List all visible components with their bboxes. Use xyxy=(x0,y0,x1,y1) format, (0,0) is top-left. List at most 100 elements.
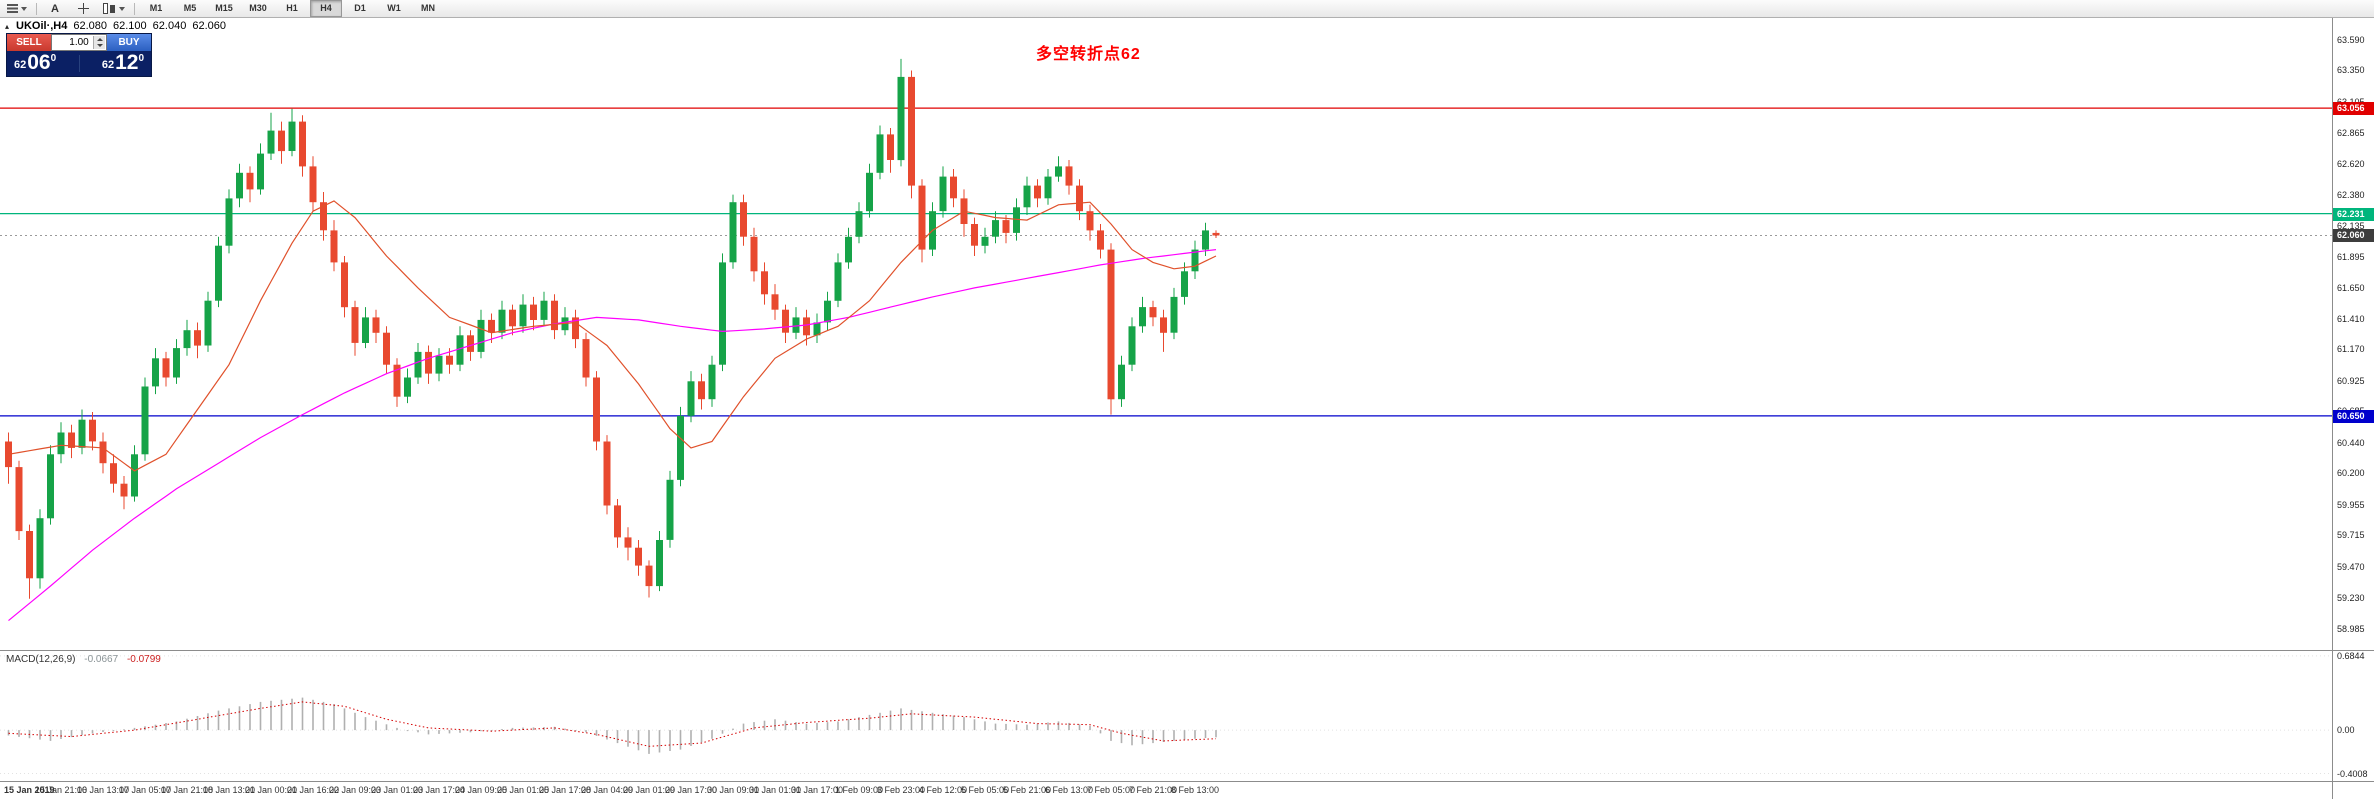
buy-button[interactable]: BUY xyxy=(107,34,151,51)
volume-value: 1.00 xyxy=(69,37,89,48)
timeframe-button-m30[interactable]: M30 xyxy=(249,3,267,13)
time-axis-label: 31 Jan 01:00 xyxy=(748,785,802,795)
macd-histogram xyxy=(7,697,1217,754)
crosshair-icon xyxy=(77,3,89,14)
price-axis-label: 61.895 xyxy=(2337,251,2365,262)
timeframe-button-mn[interactable]: MN xyxy=(421,3,435,13)
time-axis-label: 31 Jan 17:00 xyxy=(790,785,844,795)
price-axis-label: 62.620 xyxy=(2337,158,2365,169)
menu-button[interactable] xyxy=(3,0,31,18)
toolbar-separator xyxy=(36,2,37,15)
spinner-up-icon[interactable] xyxy=(96,37,103,41)
price-axis-label: 59.470 xyxy=(2337,561,2365,572)
macd-panel[interactable]: MACD(12,26,9) -0.0667 -0.0799 xyxy=(0,651,2332,781)
price-axis: 63.590 63.350 63.105 62.865 62.620 62.380 62.1… xyxy=(2332,18,2374,650)
volume-input[interactable]: 1.00 xyxy=(51,34,107,51)
macd-axis-label: 0.6844 xyxy=(2337,650,2365,661)
timeframe-button-h4[interactable]: H4 xyxy=(310,0,342,17)
macd-chart xyxy=(0,655,2332,774)
time-axis-label: 21 Jan 16:00 xyxy=(286,785,340,795)
timeframe-button-h1[interactable]: H1 xyxy=(286,3,298,13)
sell-button[interactable]: SELL xyxy=(7,34,51,51)
volume-spinner[interactable] xyxy=(93,36,105,49)
horizontal-lines xyxy=(0,107,2332,417)
macd-axis-label: -0.4008 xyxy=(2337,768,2368,779)
time-axis-label: 29 Jan 17:00 xyxy=(664,785,718,795)
letter-a-icon: A xyxy=(51,2,59,15)
macd-axis: 0.6844 0.00 -0.4008 xyxy=(2332,651,2374,781)
toolbar-separator xyxy=(134,2,135,15)
time-axis-label: 5 Feb 21:00 xyxy=(1002,785,1052,795)
hamburger-icon xyxy=(7,4,18,13)
time-axis-label: 23 Jan 17:00 xyxy=(412,785,466,795)
main-toolbar: A M1 M5 M15 M30 H1 H4 D1 W1 MN xyxy=(0,0,2374,18)
time-axis-label: 25 Jan 17:00 xyxy=(538,785,592,795)
spinner-down-icon[interactable] xyxy=(96,44,103,48)
time-axis-label: 15 Jan 21:00 xyxy=(34,785,88,795)
caret-down-icon xyxy=(21,6,27,11)
ask-price: 62 12 0 xyxy=(101,51,144,74)
slow-ma-line xyxy=(8,249,1217,622)
collapse-arrow-icon[interactable]: ▴ xyxy=(5,21,10,31)
macd-signal-line xyxy=(8,701,1217,747)
price-axis-label: 62.135 xyxy=(2337,220,2365,231)
timeframe-button-d1[interactable]: D1 xyxy=(354,3,366,13)
candles xyxy=(5,58,1220,599)
price-axis-label: 60.200 xyxy=(2337,468,2365,479)
time-axis-label: 25 Jan 01:00 xyxy=(496,785,550,795)
price-tag-resistance: 63.056 xyxy=(2333,102,2374,116)
low-value: 62.040 xyxy=(152,20,187,32)
price-tag-support: 60.650 xyxy=(2333,409,2374,423)
price-axis-label: 60.925 xyxy=(2337,375,2365,386)
open-value: 62.080 xyxy=(73,20,108,32)
price-axis-label: 59.715 xyxy=(2337,530,2365,541)
time-axis-label: 17 Jan 05:00 xyxy=(118,785,172,795)
price-axis-label: 60.440 xyxy=(2337,437,2365,448)
time-axis-label: 6 Feb 13:00 xyxy=(1044,785,1094,795)
price-axis-label: 59.230 xyxy=(2337,592,2365,603)
panel-separator xyxy=(0,781,2374,782)
candlestick-chart[interactable] xyxy=(0,18,2332,650)
price-axis-label: 63.350 xyxy=(2337,65,2365,76)
high-value: 62.100 xyxy=(113,20,147,32)
time-axis-label: 7 Feb 05:00 xyxy=(1086,785,1136,795)
price-axis-label: 63.105 xyxy=(2337,97,2365,107)
text-annotation-button[interactable]: A xyxy=(42,0,68,18)
chart-type-button[interactable] xyxy=(98,0,129,18)
time-axis-label: 30 Jan 09:00 xyxy=(706,785,760,795)
price-axis-label: 59.955 xyxy=(2337,499,2365,510)
time-axis-label: 1 Feb 09:00 xyxy=(834,785,884,795)
close-value: 62.060 xyxy=(192,20,226,32)
price-axis-label: 63.590 xyxy=(2337,34,2365,45)
price-chart-plot[interactable]: ▴ UKOil·,H4 62.080 62.100 62.040 62.060 … xyxy=(0,18,2332,650)
time-axis-label: 29 Jan 01:00 xyxy=(622,785,676,795)
timeframe-button-m1[interactable]: M1 xyxy=(149,3,163,13)
time-axis[interactable]: 15 Jan 2019 15 Jan 21:00 16 Jan 13:00 17 Ja… xyxy=(0,782,2332,799)
time-axis-label: 23 Jan 01:00 xyxy=(370,785,424,795)
price-axis-label: 61.170 xyxy=(2337,344,2365,355)
macd-axis-label: 0.00 xyxy=(2337,725,2355,736)
time-axis-label: 7 Feb 21:00 xyxy=(1128,785,1178,795)
timeframe-button-m5[interactable]: M5 xyxy=(183,3,197,13)
price-axis-label: 62.380 xyxy=(2337,189,2365,200)
macd-name: MACD(12,26,9) xyxy=(6,654,76,665)
timeframe-button-w1[interactable]: W1 xyxy=(387,3,401,13)
macd-signal-value: -0.0799 xyxy=(126,654,161,665)
macd-main-value: -0.0667 xyxy=(84,654,119,665)
timeframe-button-m15[interactable]: M15 xyxy=(215,3,233,13)
time-axis-label: 3 Feb 23:00 xyxy=(876,785,926,795)
chart-annotation-text: 多空转折点62 xyxy=(1036,46,1141,63)
time-axis-label: 4 Feb 12:00 xyxy=(918,785,968,795)
price-tag-pivot: 62.231 xyxy=(2333,207,2374,221)
fast-ma-line xyxy=(8,200,1217,472)
bid-ask-display: 62 06 0 62 12 0 xyxy=(7,51,151,76)
time-axis-label: 5 Feb 05:00 xyxy=(960,785,1010,795)
caret-down-icon xyxy=(119,6,125,11)
crosshair-button[interactable] xyxy=(70,0,96,18)
price-axis-label: 58.985 xyxy=(2337,623,2365,634)
time-axis-label: 17 Jan 21:00 xyxy=(160,785,214,795)
time-axis-label: 15 Jan 2019 xyxy=(4,785,55,795)
macd-label: MACD(12,26,9) -0.0667 -0.0799 xyxy=(6,654,161,665)
time-axis-label: 22 Jan 09:00 xyxy=(328,785,382,795)
